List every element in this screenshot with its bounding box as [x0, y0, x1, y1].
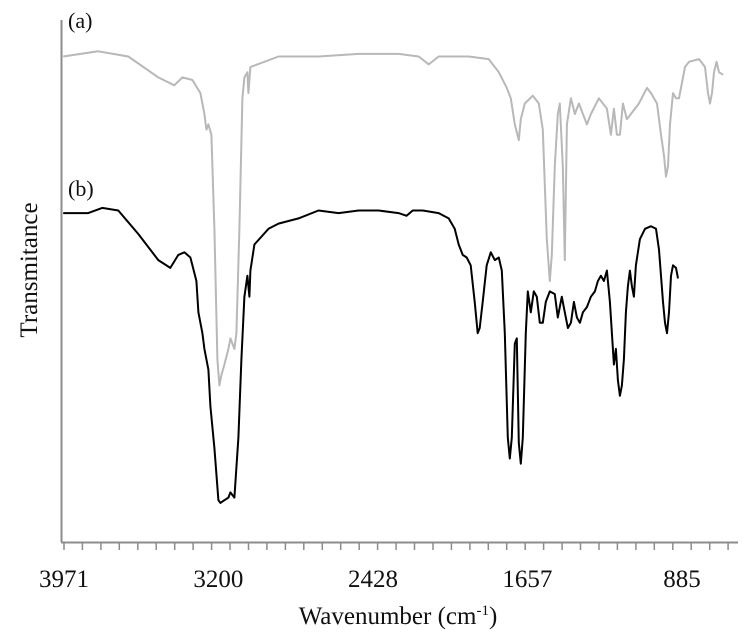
plot-area: (a) (b) — [60, 8, 738, 550]
x-axis-title: Wavenumber (cm-1) — [299, 603, 498, 630]
panel-label-a: (a) — [68, 8, 92, 33]
x-tick-label: 3200 — [193, 566, 243, 593]
panel-label-b: (b) — [68, 176, 94, 201]
x-tick-label: 1657 — [502, 566, 552, 593]
x-tick-labels: 3971 3200 2428 1657 885 — [39, 566, 701, 593]
series-a-line — [63, 50, 724, 387]
series-b-line — [63, 206, 679, 504]
x-tick-label: 2428 — [348, 566, 398, 593]
x-axis-ticks — [63, 543, 729, 550]
x-tick-label: 3971 — [39, 566, 89, 593]
y-axis-title: Transmitance — [16, 202, 43, 337]
x-tick-label: 885 — [663, 566, 701, 593]
